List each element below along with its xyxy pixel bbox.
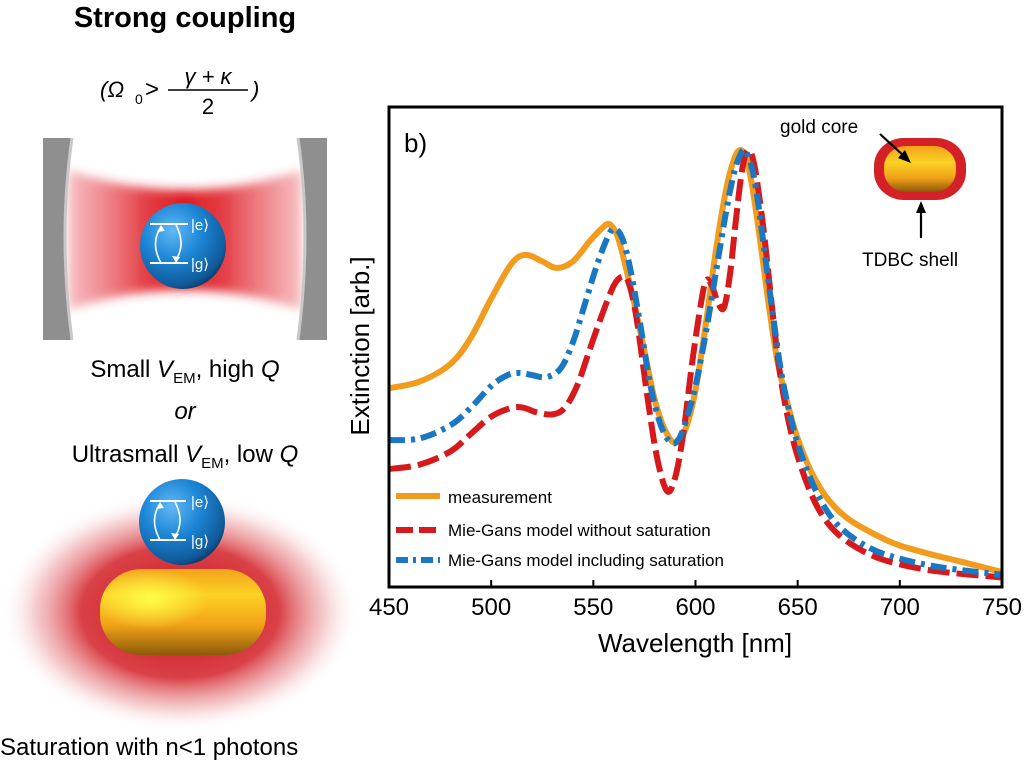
formula-close: ) xyxy=(249,77,259,102)
x-tick-label: 600 xyxy=(675,594,715,621)
ground-state-label: |g⟩ xyxy=(191,256,209,273)
series-line-mie-gans-model-without-saturation xyxy=(390,147,1001,581)
formula-lhs-subscript: 0 xyxy=(135,91,143,107)
gold-core xyxy=(884,146,956,192)
formula-operator: > xyxy=(145,76,159,103)
x-tick-label: 750 xyxy=(982,594,1022,621)
series-line-mie-gans-model-including-saturation xyxy=(390,146,1001,578)
excited-state-label: |e⟩ xyxy=(191,217,209,234)
legend-label-with-saturation: Mie-Gans model including saturation xyxy=(448,551,724,570)
y-axis-label: Extinction [arb.] xyxy=(345,256,375,435)
x-tick-label: 700 xyxy=(880,594,920,621)
x-tick-label: 650 xyxy=(778,594,818,621)
x-axis: 450 500 550 600 650 700 750 xyxy=(369,580,1022,621)
panel-label: b) xyxy=(404,128,427,158)
saturation-caption: Saturation with n<1 photons xyxy=(0,734,299,761)
legend: measurement Mie-Gans model without satur… xyxy=(396,488,724,570)
formula-numerator: γ + κ xyxy=(184,64,232,89)
formula-denominator: 2 xyxy=(202,94,214,119)
tdbc-shell-label: TDBC shell xyxy=(862,250,958,271)
cavity-caption: Small VEM, high Q xyxy=(90,356,280,387)
coupling-condition-formula: (Ω 0 > γ + κ 2 ) xyxy=(100,64,259,119)
x-axis-label: Wavelength [nm] xyxy=(598,628,792,658)
legend-label-measurement: measurement xyxy=(448,488,552,507)
series-line-measurement xyxy=(390,147,1001,575)
series-layer xyxy=(390,146,1001,581)
left-mirror xyxy=(43,138,72,340)
formula-lhs: (Ω xyxy=(100,77,124,102)
x-tick-label: 550 xyxy=(573,594,613,621)
gold-core-label: gold core xyxy=(780,117,858,138)
ground-state-label: |g⟩ xyxy=(191,533,209,550)
optical-cavity-diagram: |e⟩ |g⟩ xyxy=(43,137,327,341)
legend-label-no-saturation: Mie-Gans model without saturation xyxy=(448,521,711,540)
left-panel-title: Strong coupling xyxy=(73,2,297,34)
x-tick-label: 450 xyxy=(369,594,409,621)
right-mirror xyxy=(298,138,327,340)
ultrasmall-caption: Ultrasmall VEM, low Q xyxy=(71,441,299,472)
excited-state-label: |e⟩ xyxy=(191,494,209,511)
core-shell-inset: gold core TDBC shell xyxy=(780,117,966,271)
or-caption: or xyxy=(174,398,196,425)
plasmonic-nanoparticle-diagram: |e⟩ |g⟩ xyxy=(0,479,360,727)
x-tick-label: 500 xyxy=(471,594,511,621)
